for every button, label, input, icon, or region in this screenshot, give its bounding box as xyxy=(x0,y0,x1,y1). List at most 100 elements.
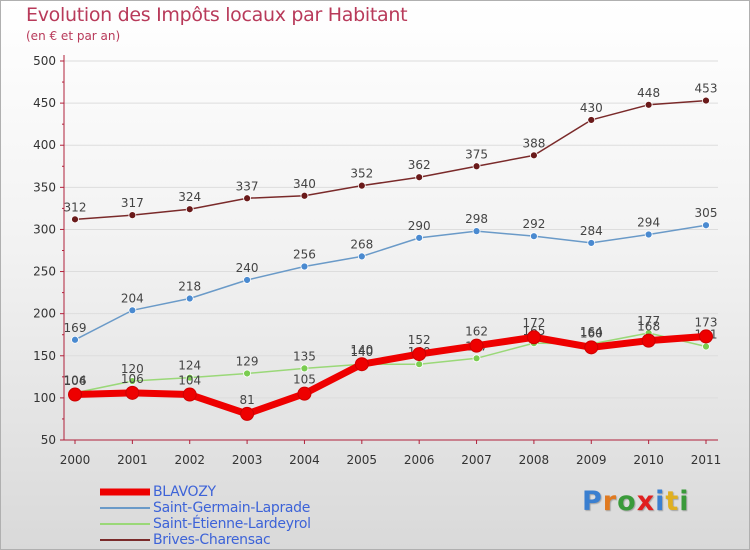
data-label-saint-germain-laprade: 268 xyxy=(350,237,373,251)
data-label-blavozy: 81 xyxy=(239,393,254,407)
data-point-saint-etienne-lardeyrol xyxy=(243,369,251,378)
data-label-brives-charensac: 324 xyxy=(178,190,201,204)
data-point-blavozy xyxy=(469,338,484,353)
data-label-blavozy: 173 xyxy=(695,315,718,329)
data-point-brives-charensac xyxy=(587,116,596,124)
data-label-brives-charensac: 453 xyxy=(695,82,718,96)
logo-letter: i xyxy=(679,486,690,517)
x-tick-label: 2007 xyxy=(461,453,492,467)
data-label-blavozy: 160 xyxy=(580,326,603,340)
x-tick-label: 2001 xyxy=(117,453,148,467)
data-label-saint-etienne-lardeyrol: 135 xyxy=(293,349,316,363)
x-tick-label: 2002 xyxy=(174,453,205,467)
data-point-saint-germain-laprade xyxy=(587,239,596,247)
logo-letter: P xyxy=(582,486,603,517)
data-label-saint-germain-laprade: 256 xyxy=(293,248,316,262)
data-point-saint-germain-laprade xyxy=(644,230,653,239)
data-point-brives-charensac xyxy=(128,211,137,220)
data-point-blavozy xyxy=(584,340,599,355)
series-line-saint-etienne-lardeyrol xyxy=(74,332,707,394)
y-tick-label: 350 xyxy=(33,180,56,194)
data-point-brives-charensac xyxy=(185,205,194,214)
data-label-blavozy: 105 xyxy=(293,373,316,387)
data-label-brives-charensac: 337 xyxy=(236,179,259,193)
x-tick-label: 2010 xyxy=(633,453,664,467)
data-point-saint-etienne-lardeyrol xyxy=(702,342,710,351)
logo-letter: t xyxy=(665,486,680,517)
legend-swatch-brives-charensac xyxy=(100,539,150,541)
data-point-saint-etienne-lardeyrol xyxy=(300,364,309,373)
y-tick-label: 450 xyxy=(33,96,56,110)
data-point-saint-germain-laprade xyxy=(185,294,194,303)
x-tick-label: 2005 xyxy=(347,453,378,467)
data-label-saint-etienne-lardeyrol: 120 xyxy=(121,362,144,376)
data-label-blavozy: 152 xyxy=(408,333,431,347)
legend-label-blavozy: BLAVOZY xyxy=(153,484,216,500)
data-point-saint-etienne-lardeyrol xyxy=(472,354,481,363)
legend-item-blavozy: BLAVOZY xyxy=(100,484,400,501)
data-label-brives-charensac: 430 xyxy=(580,101,603,115)
data-point-blavozy xyxy=(240,406,255,421)
data-label-blavozy: 106 xyxy=(121,372,144,386)
data-label-saint-germain-laprade: 305 xyxy=(695,206,718,220)
logo-letter: r xyxy=(602,486,618,517)
logo-letter: o xyxy=(617,486,637,517)
data-label-brives-charensac: 388 xyxy=(522,136,545,150)
data-label-blavozy: 104 xyxy=(178,374,201,388)
legend-label-saint-germain-laprade: Saint-Germain-Laprade xyxy=(153,500,311,516)
data-point-brives-charensac xyxy=(530,151,538,160)
x-tick-label: 2004 xyxy=(289,453,320,467)
proxiti-logo: Proxiti xyxy=(582,486,690,517)
data-point-saint-germain-laprade xyxy=(530,232,538,241)
data-label-blavozy: 162 xyxy=(465,325,488,339)
series-line-blavozy xyxy=(71,332,710,418)
data-point-saint-etienne-lardeyrol xyxy=(185,373,194,382)
data-label-saint-etienne-lardeyrol: 177 xyxy=(637,314,660,328)
y-tick-label: 250 xyxy=(33,265,56,279)
data-point-blavozy xyxy=(182,387,197,402)
data-label-saint-germain-laprade: 218 xyxy=(178,280,201,294)
data-point-saint-germain-laprade xyxy=(128,306,137,315)
data-point-brives-charensac xyxy=(415,173,424,182)
data-point-brives-charensac xyxy=(300,191,309,200)
data-point-saint-germain-laprade xyxy=(415,233,424,242)
data-point-saint-etienne-lardeyrol xyxy=(128,377,137,385)
data-label-saint-germain-laprade: 298 xyxy=(465,212,488,226)
x-tick-label: 2003 xyxy=(232,453,263,467)
data-point-saint-germain-laprade xyxy=(300,262,309,271)
y-tick-label: 150 xyxy=(33,349,56,363)
series-brives-charensac: 312 317 324 337 340 352 362 375 388 430 448 453 xyxy=(64,82,718,224)
data-point-brives-charensac xyxy=(243,194,251,203)
data-point-brives-charensac xyxy=(472,162,481,171)
data-point-blavozy xyxy=(354,357,369,372)
data-point-blavozy xyxy=(297,386,312,401)
data-point-saint-etienne-lardeyrol xyxy=(415,360,424,369)
y-tick-label: 300 xyxy=(33,222,56,236)
data-point-blavozy xyxy=(526,330,541,345)
legend-item-saint-germain-laprade: Saint-Germain-Laprade xyxy=(100,500,400,517)
data-label-brives-charensac: 352 xyxy=(350,167,373,181)
data-point-saint-germain-laprade xyxy=(243,276,251,284)
data-label-brives-charensac: 340 xyxy=(293,177,316,191)
legend-swatch-blavozy xyxy=(100,488,150,496)
data-point-blavozy xyxy=(125,385,140,400)
chart-title: Evolution des Impôts locaux par Habitant xyxy=(26,4,408,26)
y-tick-label: 400 xyxy=(33,138,56,152)
x-tick-label: 2000 xyxy=(60,453,91,467)
x-tick-label: 2009 xyxy=(576,453,607,467)
data-point-blavozy xyxy=(412,347,427,362)
data-label-brives-charensac: 312 xyxy=(64,200,87,214)
data-point-blavozy xyxy=(699,329,713,344)
legend-label-brives-charensac: Brives-Charensac xyxy=(153,532,271,548)
data-point-saint-germain-laprade xyxy=(357,252,366,261)
data-point-blavozy xyxy=(68,387,82,402)
data-label-brives-charensac: 448 xyxy=(637,86,660,100)
y-tick-label: 50 xyxy=(41,433,56,447)
logo-letter: i xyxy=(655,486,666,517)
x-tick-label: 2008 xyxy=(519,453,550,467)
data-label-saint-germain-laprade: 240 xyxy=(236,261,259,275)
data-point-blavozy xyxy=(641,333,656,348)
data-point-brives-charensac xyxy=(357,181,366,190)
legend-item-brives-charensac: Brives-Charensac xyxy=(100,532,400,549)
